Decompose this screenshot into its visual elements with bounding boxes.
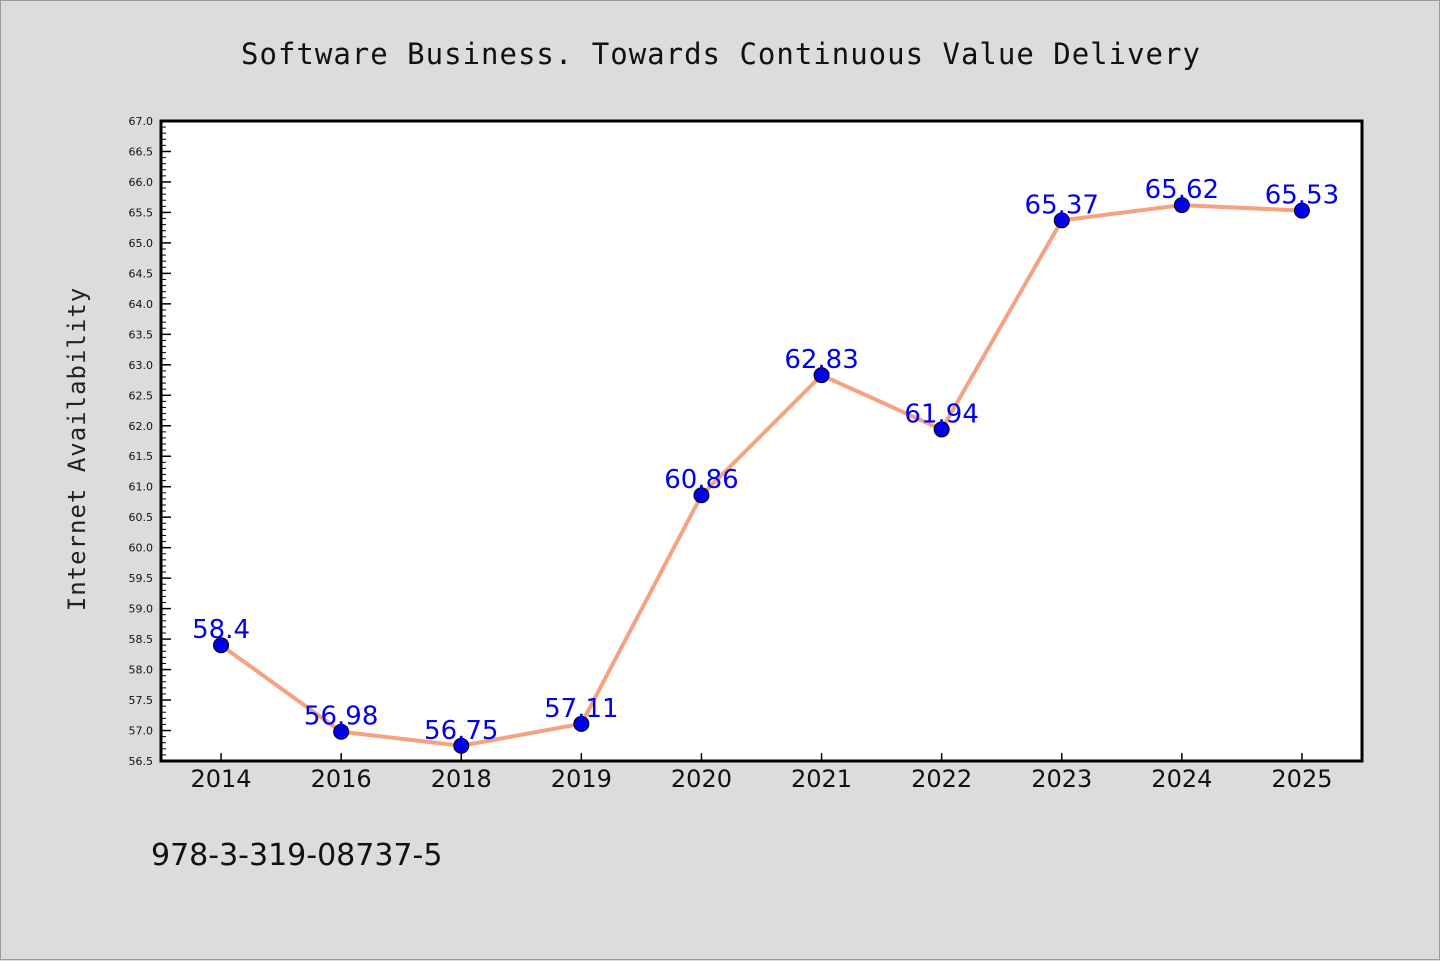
data-point <box>573 715 590 732</box>
data-point <box>333 723 350 740</box>
y-tick-label: 61.5 <box>129 450 154 463</box>
x-tick-label: 2025 <box>1271 765 1332 793</box>
data-point <box>453 737 470 754</box>
y-tick-label: 57.0 <box>129 725 154 738</box>
x-tick-label: 2022 <box>911 765 972 793</box>
x-tick-label: 2024 <box>1151 765 1212 793</box>
x-tick-label: 2016 <box>311 765 372 793</box>
y-tick-label: 65.5 <box>129 206 154 219</box>
series-polyline <box>219 203 1304 748</box>
data-point <box>813 367 830 384</box>
series-line <box>219 203 1304 748</box>
data-label: 65.37 <box>1025 190 1099 220</box>
y-tick-label: 60.0 <box>129 542 154 555</box>
y-tick-label: 64.0 <box>129 298 154 311</box>
x-tick-label: 2018 <box>431 765 492 793</box>
y-tick-label: 62.0 <box>129 420 154 433</box>
data-label: 56.98 <box>304 702 378 732</box>
data-point <box>1053 212 1070 229</box>
data-point <box>693 487 710 504</box>
x-tick-label: 2023 <box>1031 765 1092 793</box>
y-tick-label: 56.5 <box>129 755 154 768</box>
y-tick-label: 63.0 <box>129 359 154 372</box>
y-tick-label: 66.5 <box>129 145 154 158</box>
y-tick-label: 61.0 <box>129 481 154 494</box>
data-point <box>213 637 230 654</box>
y-tick-label: 64.5 <box>129 267 154 280</box>
y-axis-label: Internet Availability <box>63 287 91 611</box>
data-points <box>213 197 1310 754</box>
y-axis: 56.5 57.0 57.5 58.0 58.5 59.0 59.5 60.0 60.5 61.0… <box>129 115 171 768</box>
x-tick-label: 2019 <box>551 765 612 793</box>
x-tick-label: 2014 <box>191 765 252 793</box>
y-tick-label: 67.0 <box>129 115 154 128</box>
y-tick-label: 66.0 <box>129 176 154 189</box>
y-tick-label: 59.5 <box>129 572 154 585</box>
y-tick-label: 62.5 <box>129 389 154 402</box>
data-label: 65.53 <box>1265 181 1339 211</box>
data-label: 61.94 <box>904 399 978 429</box>
y-tick-label: 58.5 <box>129 633 154 646</box>
data-point <box>1173 197 1190 214</box>
data-label: 65.62 <box>1145 175 1219 205</box>
y-tick-label: 57.5 <box>129 694 154 707</box>
y-tick-label: 65.0 <box>129 237 154 250</box>
isbn-footer: 978-3-319-08737-5 <box>151 838 442 873</box>
x-axis: 2014 2016 2018 2019 2020 2021 2022 2023 2024 2025 <box>191 753 1332 793</box>
y-tick-label: 63.5 <box>129 328 154 341</box>
x-tick-label: 2020 <box>671 765 732 793</box>
data-label: 56.75 <box>424 716 498 746</box>
y-tick-label: 59.0 <box>129 603 154 616</box>
data-label: 60.86 <box>664 465 738 495</box>
data-point <box>1293 202 1310 219</box>
y-tick-label: 58.0 <box>129 664 154 677</box>
data-label: 57.11 <box>544 694 618 724</box>
data-point <box>933 421 950 438</box>
data-labels: 58.4 56.98 56.75 57.11 60.86 62.83 61.94 65.37 6… <box>192 175 1339 746</box>
chart-title: Software Business. Towards Continuous Va… <box>241 37 1201 71</box>
x-tick-label: 2021 <box>791 765 852 793</box>
data-label: 58.4 <box>192 615 250 645</box>
y-tick-label: 60.5 <box>129 511 154 524</box>
data-label: 62.83 <box>784 345 858 375</box>
plot-area <box>159 119 1364 763</box>
